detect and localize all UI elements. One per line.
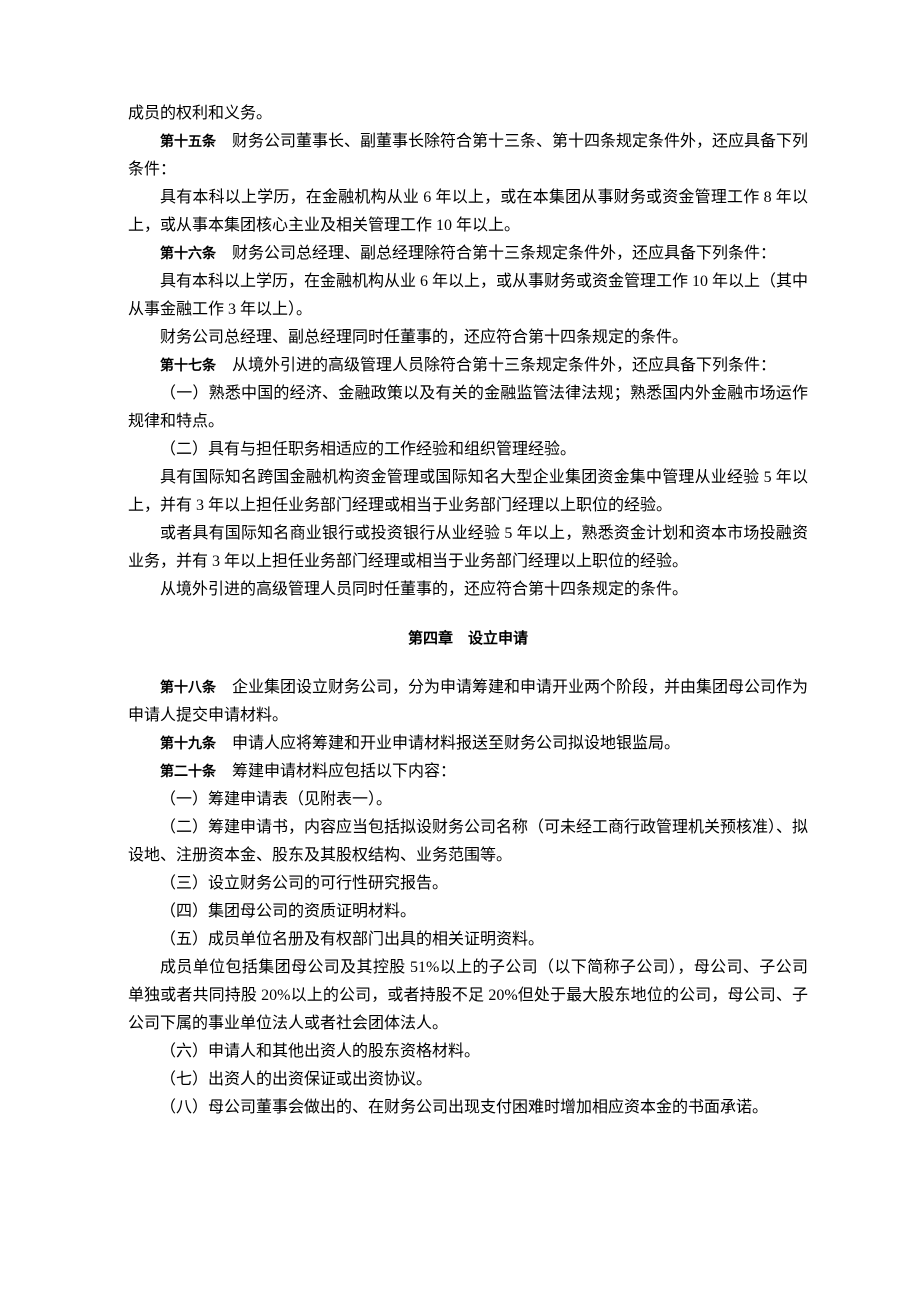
article-18: 第十八条 企业集团设立财务公司，分为申请筹建和申请开业两个阶段，并由集团母公司作…: [128, 674, 808, 730]
paragraph-item-2: （二）具有与担任职务相适应的工作经验和组织管理经验。: [128, 436, 808, 464]
paragraph: 成员单位包括集团母公司及其控股 51%以上的子公司（以下简称子公司），母公司、子…: [128, 954, 808, 1038]
paragraph-item-1: （一）熟悉中国的经济、金融政策以及有关的金融监管法律法规；熟悉国内外金融市场运作…: [128, 380, 808, 436]
paragraph-item-1: （一）筹建申请表（见附表一）。: [128, 786, 808, 814]
chapter-4-title: 第四章 设立申请: [128, 626, 808, 652]
article-19-text: 申请人应将筹建和开业申请材料报送至财务公司拟设地银监局。: [216, 735, 680, 752]
paragraph-item-7: （七）出资人的出资保证或出资协议。: [128, 1066, 808, 1094]
paragraph-item-5: （五）成员单位名册及有权部门出具的相关证明资料。: [128, 926, 808, 954]
article-18-text: 企业集团设立财务公司，分为申请筹建和申请开业两个阶段，并由集团母公司作为申请人提…: [128, 679, 808, 724]
paragraph-item-3: （三）设立财务公司的可行性研究报告。: [128, 870, 808, 898]
article-15: 第十五条 财务公司董事长、副董事长除符合第十三条、第十四条规定条件外，还应具备下…: [128, 128, 808, 184]
paragraph-item-8: （八）母公司董事会做出的、在财务公司出现支付困难时增加相应资本金的书面承诺。: [128, 1094, 808, 1122]
article-20-text: 筹建申请材料应包括以下内容：: [216, 763, 456, 780]
article-16-text: 财务公司总经理、副总经理除符合第十三条规定条件外，还应具备下列条件：: [216, 245, 776, 262]
article-20-label: 第二十条: [160, 763, 216, 779]
paragraph: 具有本科以上学历，在金融机构从业 6 年以上，或在本集团从事财务或资金管理工作 …: [128, 184, 808, 240]
paragraph-item-2: （二）筹建申请书，内容应当包括拟设财务公司名称（可未经工商行政管理机关预核准）、…: [128, 814, 808, 870]
article-16-label: 第十六条: [160, 245, 216, 261]
article-17-label: 第十七条: [160, 357, 216, 373]
paragraph: 具有本科以上学历，在金融机构从业 6 年以上，或从事财务或资金管理工作 10 年…: [128, 268, 808, 324]
paragraph: 具有国际知名跨国金融机构资金管理或国际知名大型企业集团资金集中管理从业经验 5 …: [128, 464, 808, 520]
article-16: 第十六条 财务公司总经理、副总经理除符合第十三条规定条件外，还应具备下列条件：: [128, 240, 808, 268]
article-15-text: 财务公司董事长、副董事长除符合第十三条、第十四条规定条件外，还应具备下列条件：: [128, 133, 808, 178]
paragraph-continuation: 成员的权利和义务。: [128, 100, 808, 128]
article-17-text: 从境外引进的高级管理人员除符合第十三条规定条件外，还应具备下列条件：: [216, 357, 776, 374]
article-19-label: 第十九条: [160, 735, 216, 751]
article-19: 第十九条 申请人应将筹建和开业申请材料报送至财务公司拟设地银监局。: [128, 730, 808, 758]
paragraph: 从境外引进的高级管理人员同时任董事的，还应符合第十四条规定的条件。: [128, 576, 808, 604]
paragraph-item-4: （四）集团母公司的资质证明材料。: [128, 898, 808, 926]
paragraph: 财务公司总经理、副总经理同时任董事的，还应符合第十四条规定的条件。: [128, 324, 808, 352]
article-17: 第十七条 从境外引进的高级管理人员除符合第十三条规定条件外，还应具备下列条件：: [128, 352, 808, 380]
article-20: 第二十条 筹建申请材料应包括以下内容：: [128, 758, 808, 786]
paragraph-item-6: （六）申请人和其他出资人的股东资格材料。: [128, 1038, 808, 1066]
paragraph: 或者具有国际知名商业银行或投资银行从业经验 5 年以上，熟悉资金计划和资本市场投…: [128, 520, 808, 576]
article-15-label: 第十五条: [160, 133, 216, 149]
article-18-label: 第十八条: [160, 679, 216, 695]
